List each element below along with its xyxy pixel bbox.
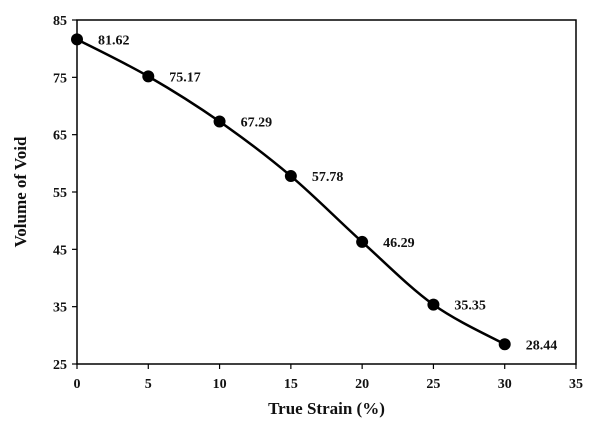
y-tick-label: 35: [53, 301, 67, 316]
data-points: [71, 33, 511, 351]
data-label: 57.78: [312, 170, 344, 185]
data-point: [284, 170, 297, 183]
y-axis-title: Volume of Void: [11, 136, 30, 247]
y-tick-label: 65: [53, 129, 67, 144]
data-point: [427, 298, 440, 311]
y-tick-label: 85: [53, 14, 67, 29]
data-label: 28.44: [526, 338, 558, 353]
data-label: 81.62: [98, 33, 130, 48]
data-label: 67.29: [241, 116, 272, 131]
x-tick-label: 35: [569, 377, 583, 392]
x-tick-label: 25: [426, 377, 440, 392]
data-point: [71, 33, 83, 46]
x-axis-ticks: 0 5 10 15 20 25 30 35: [74, 364, 583, 392]
x-tick-label: 5: [145, 377, 152, 392]
y-tick-label: 45: [53, 243, 67, 258]
data-label: 35.35: [454, 299, 486, 314]
x-tick-label: 20: [355, 377, 369, 392]
data-point: [356, 235, 369, 248]
x-tick-label: 15: [284, 377, 298, 392]
y-tick-label: 55: [53, 186, 67, 201]
data-point: [142, 70, 155, 83]
series-line: [76, 38, 506, 346]
data-label: 46.29: [383, 236, 415, 251]
data-point: [498, 338, 511, 351]
x-tick-label: 0: [74, 377, 81, 392]
y-tick-label: 75: [53, 71, 67, 86]
x-axis-title: True Strain (%): [268, 399, 385, 418]
data-label: 75.17: [169, 70, 201, 85]
y-tick-label: 25: [53, 358, 67, 373]
y-axis-ticks: 25 35 45 55 65 75 85: [53, 14, 77, 373]
data-point: [213, 115, 226, 128]
x-tick-label: 30: [498, 377, 512, 392]
data-labels: 81.62 75.17 67.29 57.78 46.29 35.35 28.44: [98, 33, 557, 353]
x-tick-label: 10: [213, 377, 227, 392]
